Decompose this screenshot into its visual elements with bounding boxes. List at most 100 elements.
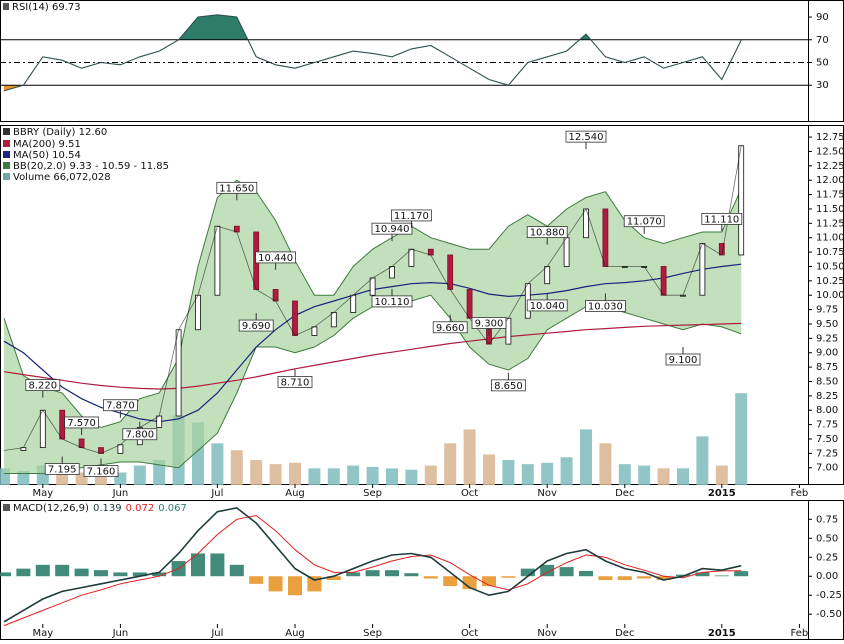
macd-line — [3, 507, 742, 623]
histogram-bar — [695, 572, 710, 577]
annotation-box — [255, 251, 297, 264]
x-tick-label: May — [32, 628, 53, 639]
volume-bar — [677, 468, 689, 485]
annotation-label: 8.710 — [281, 377, 310, 388]
annotation-label: 7.800 — [125, 430, 154, 441]
histogram-bar — [734, 571, 749, 577]
volume-bar — [657, 468, 670, 485]
candle-body — [602, 208, 609, 267]
annotation-label: 11.110 — [704, 214, 739, 225]
y-tick-label: 0.25 — [816, 552, 838, 563]
legend-swatch — [3, 151, 10, 158]
histogram-bar — [579, 570, 593, 577]
annotation-box — [44, 463, 80, 475]
annotation-box — [371, 222, 413, 235]
volume-bar — [269, 464, 282, 485]
histogram-bar — [152, 572, 167, 577]
y-tick-label: 11.50 — [816, 204, 844, 215]
volume-bar — [211, 443, 224, 485]
panel-label: RSI(14) 69.73 — [12, 2, 81, 13]
y-tick-label: 8.75 — [816, 362, 838, 373]
y-tick-label: 8.50 — [816, 376, 838, 387]
y-tick-label: 90 — [816, 12, 829, 23]
x-tick-label: Feb — [791, 488, 809, 499]
histogram-bar — [94, 570, 108, 577]
histogram-bar — [598, 576, 613, 581]
y-tick-label: 10.50 — [816, 261, 844, 272]
y-tick-label: 12.75 — [816, 132, 844, 143]
annotation-label: 7.195 — [48, 465, 77, 476]
x-tick-label: Sep — [363, 628, 382, 639]
y-tick-label: 70 — [816, 35, 829, 46]
annotation-label: 7.570 — [67, 418, 96, 429]
x-tick-label: Dec — [615, 628, 634, 639]
candle-body — [544, 266, 551, 285]
volume-bar — [0, 468, 10, 485]
annotation-box — [122, 428, 158, 441]
annotation-box — [585, 300, 626, 312]
volume-bar — [715, 465, 728, 485]
x-tick-label: 2015 — [708, 488, 736, 499]
histogram-bar — [191, 553, 205, 577]
volume-bar — [424, 465, 437, 485]
y-tick-label: 10.00 — [816, 290, 844, 301]
candle-body — [59, 409, 66, 440]
annotation-box — [371, 295, 413, 308]
signal-line — [3, 514, 742, 627]
x-tick-label: Nov — [537, 488, 557, 499]
volume-bar — [521, 464, 534, 485]
annotation-label: 9.690 — [242, 321, 271, 332]
rsi-overbought-fill — [4, 14, 742, 40]
volume-bar — [133, 465, 146, 485]
header-icon — [3, 3, 9, 10]
annotation-box — [526, 299, 568, 312]
legend-label: BB(20,2.0) 9.33 - 10.59 - 11.85 — [13, 161, 169, 172]
histogram-bar — [520, 568, 535, 577]
annotation-label: 7.870 — [106, 401, 135, 412]
y-tick-label: 9.50 — [816, 319, 838, 330]
histogram-bar — [617, 576, 632, 581]
x-tick-label: Sep — [363, 488, 382, 499]
annotation-box — [216, 181, 258, 194]
annotation-label: 11.070 — [627, 217, 662, 228]
histogram-bar — [35, 564, 50, 577]
histogram-bar — [462, 576, 477, 590]
candle-body — [175, 329, 182, 417]
annotation-label: 10.110 — [375, 297, 410, 308]
volume-bar — [153, 459, 166, 485]
volume-bar — [735, 393, 748, 485]
volume-bar — [386, 468, 398, 485]
x-tick-label: Aug — [285, 628, 305, 639]
volume-bar — [502, 459, 515, 485]
volume-bar — [405, 469, 418, 485]
volume-bar — [17, 471, 30, 485]
y-tick-label: 8.00 — [816, 405, 838, 416]
volume-bar — [327, 468, 340, 485]
volume-bar — [289, 462, 301, 485]
annotation-label: 10.880 — [530, 228, 565, 239]
annotation-label: 8.650 — [494, 381, 523, 392]
y-tick-label: -0.50 — [816, 609, 842, 620]
candle-body — [272, 289, 279, 302]
volume-bar — [483, 454, 495, 485]
volume-bar — [560, 457, 573, 485]
histogram-bar — [229, 564, 244, 577]
candle-body — [466, 289, 473, 319]
annotation-label: 10.940 — [375, 224, 410, 235]
histogram-bar — [55, 564, 70, 577]
histogram-bar — [346, 572, 361, 577]
histogram-bar — [74, 568, 89, 577]
volume-bar — [618, 464, 631, 485]
candle-body — [78, 438, 85, 449]
histogram-bar — [656, 576, 671, 581]
annotation-box — [25, 379, 61, 391]
annotation-box — [390, 209, 432, 222]
histogram-bar — [365, 570, 380, 577]
legend-label: MA(200) 9.51 — [13, 139, 81, 150]
y-tick-label: 7.25 — [816, 448, 838, 459]
histogram-bar — [326, 576, 341, 581]
legend-swatch — [3, 173, 10, 180]
y-tick-label: -0.25 — [816, 590, 842, 601]
y-tick-label: 7.50 — [816, 434, 838, 445]
